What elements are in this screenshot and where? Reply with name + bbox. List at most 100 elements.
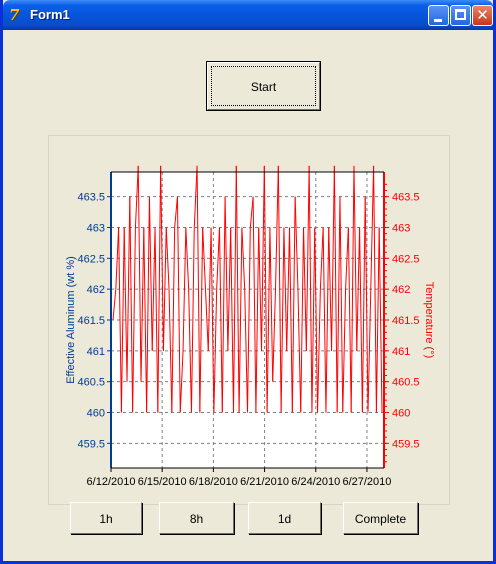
series-segment [286,227,291,351]
series-segment [255,227,260,413]
left-axis-tick-label: 462.5 [77,253,105,265]
left-axis-tick-label: 459.5 [77,438,105,450]
series-segment [174,196,178,228]
series-segment [137,165,142,382]
start-button-label: Start [250,80,277,94]
right-axis-tick-label: 462 [392,284,410,296]
series-segment [171,227,176,413]
series-segment [143,227,148,413]
right-axis-tick-label: 459.5 [392,438,420,450]
series-segment [112,289,117,321]
start-button[interactable]: Start [206,61,321,111]
x-axis-tick-label: 6/18/2010 [189,476,238,488]
series-segment [359,227,363,413]
minimize-button[interactable] [428,5,449,26]
right-axis-tick-label: 460 [392,408,410,420]
x-axis-tick-label: 6/12/2010 [87,476,136,488]
window-title: Form1 [30,7,70,22]
series-segment [319,227,324,290]
series-segment [210,227,215,413]
series-segment [350,165,355,413]
series-segment [230,227,234,413]
series-segment [258,227,263,351]
series-segment [202,227,206,290]
series-segment [277,165,282,413]
series-segment [115,227,120,290]
series-segment [266,227,271,413]
series-segment [345,227,349,290]
series-segment [216,227,220,290]
right-axis-tick-label: 463.5 [392,192,420,204]
series-segment [126,196,131,382]
range-1d-button[interactable]: 1d [248,502,321,534]
series-segment [162,227,167,351]
x-axis-tick-label: 6/27/2010 [342,476,391,488]
series-segment [120,227,125,413]
series-segment [364,196,369,413]
series-segment [311,227,316,413]
series-segment [199,227,204,413]
series-segment [370,165,375,290]
maximize-button[interactable] [450,5,471,26]
series-segment [317,289,321,413]
range-complete-label: Complete [354,512,407,526]
range-8h-label: 8h [189,512,204,526]
title-bar[interactable]: 7 Form1 ✕ [3,0,493,30]
series-segment [244,289,248,413]
series-segment [336,196,341,413]
right-axis-tick-label: 461.5 [392,315,420,327]
series-segment [207,227,212,351]
range-complete-button[interactable]: Complete [343,502,418,534]
series-segment [118,227,122,413]
left-axis-title: Effective Aluminum (wt %) [65,256,77,384]
series-segment [347,227,352,413]
right-axis-tick-label: 461 [392,346,410,358]
series-segment [356,227,361,351]
minimize-icon [434,19,442,22]
range-1h-button[interactable]: 1h [70,502,142,534]
series-segment [132,227,136,413]
x-axis-tick-label: 6/24/2010 [291,476,340,488]
series-segment [235,165,240,413]
series-segment [353,165,358,351]
series-segment [140,227,145,382]
series-segment [204,289,209,351]
series-segment [378,227,383,413]
series-segment [185,227,190,290]
series-segment [261,165,265,351]
series-segment [213,289,218,413]
series-segment [269,227,274,382]
series-segment [227,227,232,351]
series-segment [339,196,344,413]
series-segment [342,289,347,413]
right-axis-title: Temperature (°) [423,282,435,359]
series-segment [308,165,313,413]
series-segment [300,227,305,413]
series-segment [294,196,299,290]
series-segment [165,227,170,290]
series-segment [303,227,307,351]
series-segment [325,227,330,413]
series-segment [241,227,246,290]
series-segment [148,196,153,351]
series-segment [146,196,150,413]
series-segment [196,165,201,413]
series-segment [190,227,195,413]
series-segment [193,165,198,228]
series-segment [188,289,192,413]
series-segment [263,165,268,413]
range-8h-button[interactable]: 8h [159,502,234,534]
series-segment [275,165,279,290]
series-segment [373,165,377,413]
x-axis-tick-label: 6/15/2010 [138,476,187,488]
range-1h-label: 1h [99,512,113,526]
right-axis-tick-label: 460.5 [392,377,420,389]
series-segment [375,227,380,413]
series-segment [232,165,237,413]
close-button[interactable]: ✕ [472,5,493,26]
right-axis-tick-label: 462.5 [392,253,420,265]
series-segment [328,227,333,351]
series-segment [314,227,319,413]
left-axis-tick-label: 461.5 [77,315,105,327]
series-segment [182,227,187,351]
